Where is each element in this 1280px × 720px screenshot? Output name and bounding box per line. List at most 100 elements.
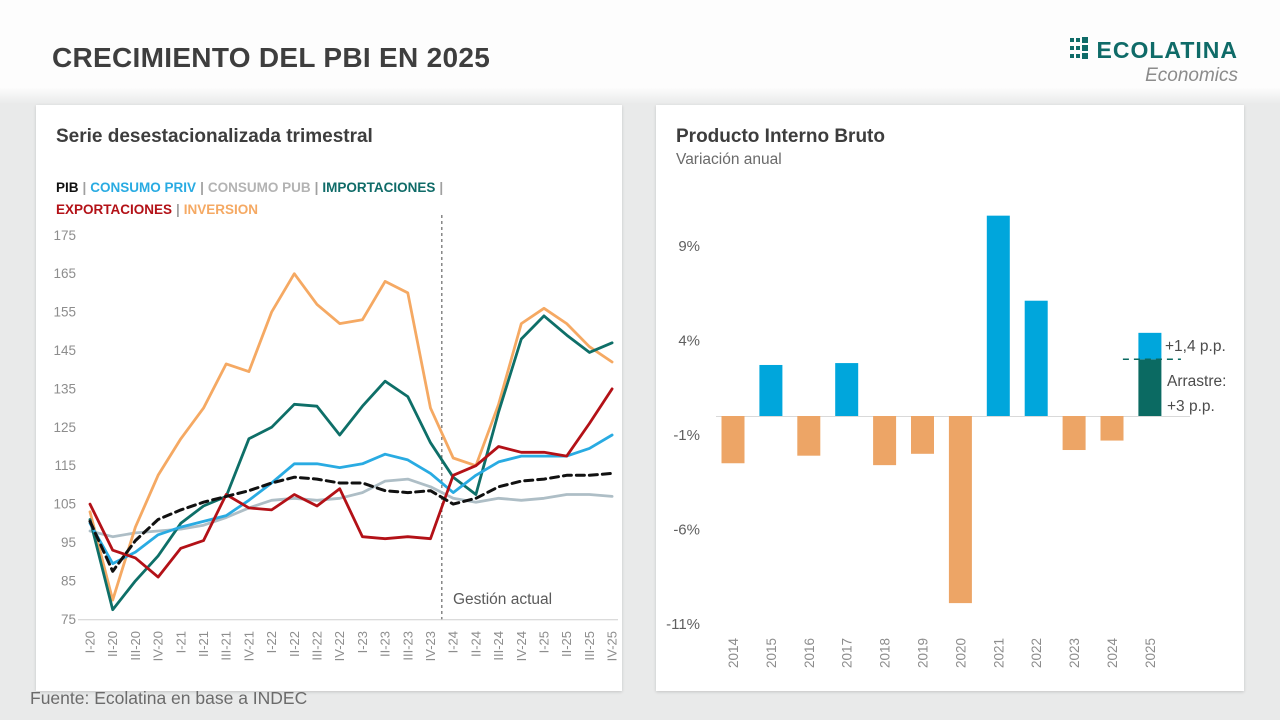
x-axis-tick-label: IV-23 (423, 631, 438, 661)
x-axis-tick-label: II-25 (559, 631, 574, 657)
x-axis-tick-label: IV-21 (241, 631, 256, 661)
bar-chart-svg: 9% 4% -1% -6% -11% 2014 2015 2016 2017 2018 2019 20… (666, 215, 1190, 669)
current-administration-label: Gestión actual (453, 591, 553, 608)
legend-separator: | (439, 180, 444, 195)
bar-2023 (1062, 416, 1086, 451)
y-axis-tick-label: 9% (678, 238, 700, 255)
series-line-pib (88, 471, 614, 573)
y-axis-tick-label: 125 (53, 420, 76, 435)
x-axis-tick-label: I-22 (264, 631, 279, 653)
bar-2022 (1024, 300, 1048, 416)
y-axis-tick-label: 155 (53, 305, 76, 320)
header-band (0, 0, 1280, 104)
x-axis-tick-label: 2019 (916, 638, 931, 668)
y-axis-tick-label: 165 (53, 266, 76, 281)
bar-2024 (1100, 416, 1124, 441)
x-axis-tick-label: 2014 (726, 638, 741, 669)
x-axis-tick-label: 2017 (840, 638, 855, 668)
legend-line: EXPORTACIONES | INVERSION (56, 199, 596, 221)
y-axis-tick-label: 4% (678, 332, 700, 349)
series-line-consumo-priv (88, 433, 614, 566)
legend-item-exportaciones: EXPORTACIONES (56, 202, 173, 217)
y-axis-tick-label: 115 (54, 458, 76, 473)
bar-2016 (797, 416, 821, 456)
x-axis-tick-label: IV-22 (332, 631, 347, 661)
legend-separator: | (82, 180, 87, 195)
y-axis-tick-label: 105 (53, 497, 76, 512)
bar-chart-panel: 9% 4% -1% -6% -11% 2014 2015 2016 2017 2018 2019 20… (656, 105, 1244, 691)
legend-item-importaciones: IMPORTACIONES (322, 180, 436, 195)
x-axis-tick-label: I-24 (446, 631, 461, 653)
y-axis-tick-label: -1% (673, 427, 700, 444)
y-axis-tick-label: 145 (53, 343, 76, 358)
logo-grid-icon (1069, 36, 1090, 65)
legend-item-inversion: INVERSION (183, 202, 259, 217)
legend-line: PIB | CONSUMO PRIV | CONSUMO PUB | IMPORTACION… (56, 177, 596, 199)
bar-2019 (911, 416, 934, 454)
series-line-exportaciones (88, 387, 614, 579)
y-axis-tick-label: -6% (673, 521, 700, 538)
legend-item-consumo-priv: CONSUMO PRIV (90, 180, 197, 195)
x-axis-tick-label: III-24 (491, 631, 506, 661)
bar-2025-adicional (1138, 332, 1162, 360)
y-axis-tick-label: 175 (53, 228, 76, 243)
legend-item-consumo-pub: CONSUMO PUB (207, 180, 311, 195)
x-axis-tick-label: I-20 (83, 631, 98, 653)
bar-2021 (986, 215, 1010, 416)
bar-2020 (948, 416, 972, 604)
x-axis-tick-label: 2025 (1143, 638, 1158, 668)
x-axis-tick-label: II-20 (105, 631, 120, 657)
x-axis-tick-label: 2016 (802, 638, 817, 668)
line-chart-svg: 175 165 155 145 135 125 115 105 95 85 75 I-20 II-20 I… (53, 215, 620, 661)
x-axis-tick-label: IV-20 (151, 631, 166, 661)
page-title: CRECIMIENTO DEL PBI EN 2025 (52, 42, 491, 73)
x-axis-tick-label: II-24 (468, 631, 483, 657)
x-axis-tick-label: III-23 (400, 631, 415, 661)
legend-separator: | (314, 180, 319, 195)
logo-wordmark: ECOLATINA (1096, 37, 1238, 63)
x-axis-tick-label: 2021 (991, 638, 1006, 668)
x-axis-tick-label: 2020 (953, 638, 968, 668)
x-axis-tick-label: III-20 (128, 631, 143, 661)
ecolatina-logo: ECOLATINA Economics (1046, 36, 1238, 87)
logo-tagline: Economics (1145, 65, 1238, 86)
x-axis-tick-label: IV-24 (514, 631, 529, 661)
bar-2025-arrastre (1138, 359, 1162, 416)
y-axis-tick-label: 135 (53, 381, 76, 396)
x-axis-tick-label: II-23 (378, 631, 393, 657)
x-axis-tick-label: 2023 (1067, 638, 1082, 668)
bar-2014 (721, 416, 745, 464)
y-axis-tick-label: 95 (61, 535, 76, 550)
x-axis-tick-label: III-21 (219, 631, 234, 661)
y-axis-tick-label: 75 (61, 612, 76, 627)
series-line-consumo-pub (88, 477, 614, 539)
legend-separator: | (176, 202, 180, 217)
source-note: Fuente: Ecolatina en base a INDEC (30, 688, 308, 708)
line-chart-panel: 175 165 155 145 135 125 115 105 95 85 75 I-20 II-20 I… (36, 105, 622, 691)
line-chart-legend: PIB | CONSUMO PRIV | CONSUMO PUB | IMPORTACION… (56, 177, 596, 221)
x-axis-tick-label: 2024 (1105, 638, 1120, 669)
annotation-arrastre-label: Arrastre: (1167, 373, 1227, 390)
x-axis-tick-label: I-25 (537, 631, 552, 653)
x-axis-tick-label: 2022 (1029, 638, 1044, 668)
line-chart-title: Serie desestacionalizada trimestral (56, 126, 373, 147)
y-axis-tick-label: 85 (61, 573, 76, 588)
x-axis-tick-label: II-21 (196, 631, 211, 657)
y-axis-tick-label: -11% (666, 616, 700, 633)
x-axis-tick-label: III-25 (582, 631, 597, 661)
x-axis-tick-label: I-23 (355, 631, 370, 653)
legend-item-pib: PIB (56, 180, 79, 195)
series-line-inversion (88, 272, 614, 602)
legend-separator: | (200, 180, 204, 195)
x-axis-tick-label: III-22 (310, 631, 325, 661)
x-axis-tick-label: 2015 (764, 638, 779, 668)
annotation-arrastre-value: +3 p.p. (1167, 398, 1215, 415)
bar-chart-subtitle: Variación anual (676, 151, 782, 168)
x-axis-tick-label: II-22 (287, 631, 302, 657)
x-axis-tick-label: IV-25 (605, 631, 620, 661)
bar-chart-title: Producto Interno Bruto (676, 126, 885, 147)
x-axis-tick-label: 2018 (878, 638, 893, 668)
bar-2017 (835, 363, 859, 416)
annotation-additional-pp: +1,4 p.p. (1165, 338, 1226, 355)
x-axis-tick-label: I-21 (173, 631, 188, 653)
